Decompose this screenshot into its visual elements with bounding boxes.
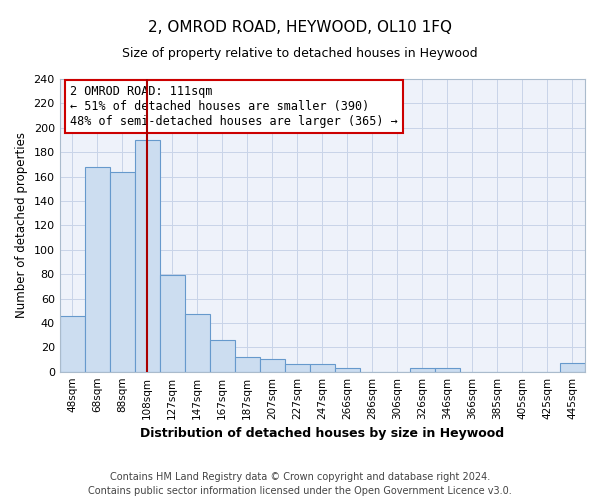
- Bar: [335, 368, 360, 372]
- Y-axis label: Number of detached properties: Number of detached properties: [15, 132, 28, 318]
- Bar: [260, 360, 285, 372]
- Bar: [235, 357, 260, 372]
- Bar: [285, 364, 310, 372]
- Bar: [110, 172, 135, 372]
- Bar: [210, 340, 235, 372]
- Bar: [135, 140, 160, 372]
- Bar: [410, 368, 435, 372]
- X-axis label: Distribution of detached houses by size in Heywood: Distribution of detached houses by size …: [140, 427, 505, 440]
- Bar: [160, 276, 185, 372]
- Bar: [435, 368, 460, 372]
- Bar: [560, 363, 585, 372]
- Text: Contains HM Land Registry data © Crown copyright and database right 2024.: Contains HM Land Registry data © Crown c…: [110, 472, 490, 482]
- Bar: [59, 316, 85, 372]
- Bar: [310, 364, 335, 372]
- Text: 2, OMROD ROAD, HEYWOOD, OL10 1FQ: 2, OMROD ROAD, HEYWOOD, OL10 1FQ: [148, 20, 452, 35]
- Bar: [85, 167, 110, 372]
- Bar: [185, 314, 210, 372]
- Text: Size of property relative to detached houses in Heywood: Size of property relative to detached ho…: [122, 48, 478, 60]
- Text: 2 OMROD ROAD: 111sqm
← 51% of detached houses are smaller (390)
48% of semi-deta: 2 OMROD ROAD: 111sqm ← 51% of detached h…: [70, 85, 398, 128]
- Text: Contains public sector information licensed under the Open Government Licence v3: Contains public sector information licen…: [88, 486, 512, 496]
